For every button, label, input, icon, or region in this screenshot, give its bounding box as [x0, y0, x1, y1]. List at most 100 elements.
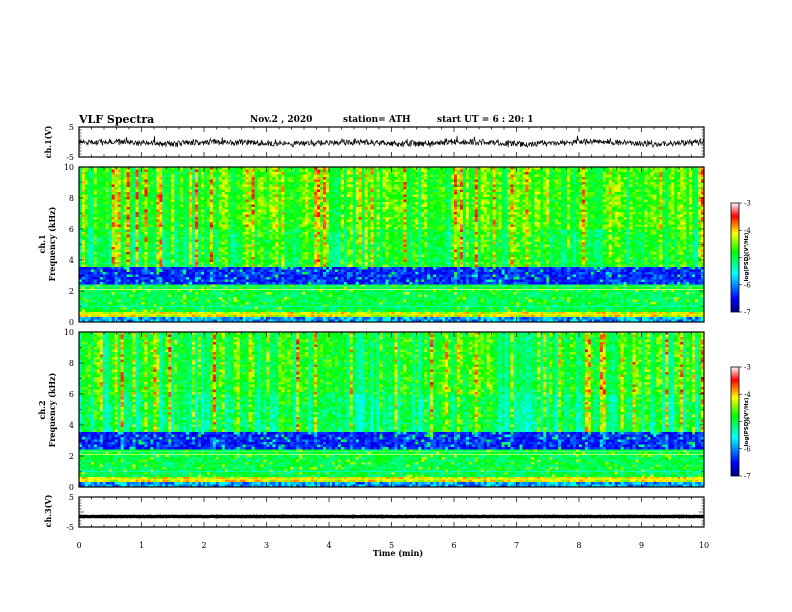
- ch1-spectrogram-cell: [218, 197, 223, 200]
- ch1-spectrogram-cell: [340, 167, 345, 170]
- ch1-spectrogram-cell: [686, 184, 690, 188]
- ch1-spectrogram-cell: [296, 212, 300, 215]
- ch1-spectrogram-cell: [561, 202, 565, 205]
- ch1-spectrogram-cell: [659, 209, 663, 213]
- ch1-spectrogram-cell: [415, 202, 419, 205]
- ch1-spectrogram-cell: [156, 202, 160, 205]
- ch1-spectrogram-cell: [436, 199, 440, 203]
- ch1-spectrogram-cell: [209, 167, 214, 170]
- ch1-spectrogram-cell: [543, 202, 547, 205]
- ch1-spectrogram-cell: [162, 184, 166, 188]
- ch1-spectrogram-cell: [629, 207, 633, 210]
- ch1-spectrogram-cell: [367, 172, 372, 175]
- ch1-spectrogram-cell: [510, 187, 514, 190]
- ch1-spectrogram-cell: [105, 174, 110, 178]
- ch1-spectrogram-cell: [430, 182, 434, 185]
- ch1-spectrogram-cell: [198, 179, 202, 183]
- ch1-spectrogram-cell: [314, 199, 318, 203]
- ch1-spectrogram-cell: [206, 182, 211, 185]
- ch1-spectrogram-cell: [671, 192, 675, 195]
- ch1-spectrogram-cell: [296, 172, 300, 175]
- ch1-spectrogram-cell: [674, 184, 678, 188]
- ch1-spectrogram-cell: [296, 207, 300, 210]
- ch1-spectrogram-cell: [602, 199, 607, 203]
- ch1-spectrogram-cell: [537, 179, 541, 183]
- ch1-spectrogram-cell: [266, 169, 270, 173]
- ch1-spectrogram-cell: [284, 214, 288, 218]
- ch1-spectrogram-cell: [308, 177, 312, 180]
- ch1-spectrogram-cell: [510, 192, 514, 195]
- ch1-spectrogram-cell: [698, 179, 702, 183]
- ch1-spectrogram-cell: [555, 169, 559, 173]
- ch1-spectrogram-cell: [337, 182, 342, 185]
- ch1-spectrogram-cell: [186, 217, 190, 220]
- ch1-spectrogram-cell: [605, 197, 610, 200]
- ch1-spectrogram-cell: [329, 169, 333, 173]
- ch1-spectrogram-cell: [433, 169, 437, 173]
- ch1-spectrogram-cell: [120, 194, 125, 198]
- ch1-spectrogram-cell: [516, 214, 520, 218]
- ch1-spectrogram-cell: [570, 194, 574, 198]
- ch1-spectrogram-cell: [388, 184, 392, 188]
- ch1-spectrogram-cell: [141, 204, 145, 208]
- ch1-spectrogram-cell: [686, 172, 690, 175]
- ch1-spectrogram-cell: [117, 209, 122, 213]
- ch1-spectrogram-cell: [549, 182, 553, 185]
- ch1-spectrogram-cell: [534, 174, 538, 178]
- ch1-spectrogram-cell: [546, 212, 550, 215]
- ch1-spectrogram-cell: [599, 212, 604, 215]
- ch1-spectrogram-cell: [129, 177, 133, 180]
- ch1-spectrogram-cell: [695, 194, 699, 198]
- ch1-spectrogram-cell: [611, 214, 616, 218]
- ch1-spectrogram-cell: [317, 182, 321, 185]
- ch1-spectrogram-cell: [370, 217, 375, 220]
- ch1-spectrogram-cell: [126, 209, 130, 213]
- ch1-spectrogram-cell: [510, 189, 514, 193]
- ch1-spectrogram-cell: [272, 177, 276, 180]
- ch1-spectrogram-cell: [489, 172, 494, 175]
- ch1-spectrogram-cell: [549, 217, 553, 220]
- ch1-spectrogram-cell: [525, 217, 529, 220]
- ch1-spectrogram-cell: [81, 189, 86, 193]
- ch1-spectrogram-cell: [376, 209, 380, 213]
- ch1-spectrogram-cell: [403, 217, 407, 220]
- ch1-spectrogram-cell: [620, 202, 625, 205]
- ch1-spectrogram-cell: [567, 212, 571, 215]
- ch1-spectrogram-cell: [602, 204, 607, 208]
- ch1-spectrogram-cell: [379, 189, 383, 193]
- ch1-spectrogram-cell: [81, 197, 86, 200]
- ch1-spectrogram-cell: [391, 212, 395, 215]
- ch1-spectrogram-cell: [480, 177, 485, 180]
- ch1-spectrogram-cell: [171, 197, 175, 200]
- ch1-spectrogram-cell: [209, 207, 214, 210]
- ch1-spectrogram-cell: [501, 204, 505, 208]
- ch1-spectrogram-cell: [418, 219, 422, 223]
- ch1-spectrogram-cell: [543, 212, 547, 215]
- ch1-spectrogram-cell: [379, 169, 383, 173]
- ch1-spectrogram-cell: [608, 184, 613, 188]
- ch1-spectrogram-cell: [111, 224, 116, 228]
- ch1-spectrogram-cell: [647, 192, 651, 195]
- ch1-spectrogram-cell: [403, 169, 407, 173]
- ch1-spectrogram-cell: [686, 204, 690, 208]
- ch1-spectrogram-cell: [394, 204, 398, 208]
- ch1-spectrogram-cell: [186, 222, 190, 225]
- ch1-spectrogram-cell: [626, 197, 630, 200]
- ch1-spectrogram-cell: [326, 222, 330, 225]
- ch1-spectrogram-cell: [150, 169, 154, 173]
- ch1-spectrogram-cell: [692, 204, 696, 208]
- ch1-spectrogram-cell: [543, 187, 547, 190]
- ch1-spectrogram-cell: [537, 202, 541, 205]
- ch1-spectrogram-cell: [370, 212, 375, 215]
- ch1-spectrogram-cell: [269, 209, 273, 213]
- ch1-spectrogram-cell: [647, 182, 651, 185]
- ch1-spectrogram-cell: [79, 209, 83, 213]
- ch1-spectrogram-cell: [433, 217, 437, 220]
- ch1-spectrogram-cell: [623, 199, 628, 203]
- ch1-spectrogram-cell: [367, 192, 372, 195]
- ch1-spectrogram-cell: [549, 189, 553, 193]
- ch1-spectrogram-cell: [617, 214, 622, 218]
- ch1-spectrogram-cell: [501, 174, 505, 178]
- ch1-timeseries-panel: 5-5: [66, 123, 705, 162]
- ch1-spectrogram-cell: [266, 179, 270, 183]
